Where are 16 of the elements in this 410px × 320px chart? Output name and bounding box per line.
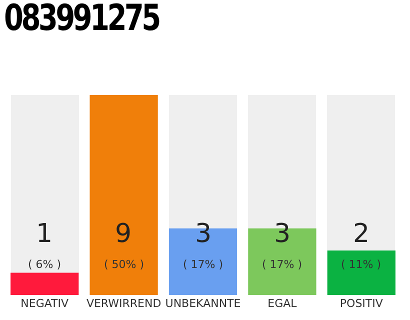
x-tick-label: POSITIV — [340, 297, 384, 310]
annotation: ( 17% ) — [183, 258, 224, 271]
x-tick-label: EGAL — [268, 297, 298, 310]
annotation: ( 50% ) — [104, 258, 144, 271]
x-tick-label: NEGATIV — [20, 297, 69, 310]
annotation: ( 11% ) — [341, 258, 382, 271]
annotation: ( 6% ) — [28, 258, 62, 271]
data-label: 3 — [274, 219, 291, 249]
data-label: 9 — [115, 219, 132, 249]
x-tick-label: UNBEKANNTE — [165, 297, 241, 310]
data-label: 2 — [353, 219, 370, 249]
data-label: 3 — [195, 219, 212, 249]
annotation: ( 17% ) — [262, 258, 302, 271]
x-tick-label: VERWIRREND — [86, 297, 162, 310]
chart-title: 083991275 — [4, 0, 159, 39]
data-label: 1 — [36, 219, 53, 249]
